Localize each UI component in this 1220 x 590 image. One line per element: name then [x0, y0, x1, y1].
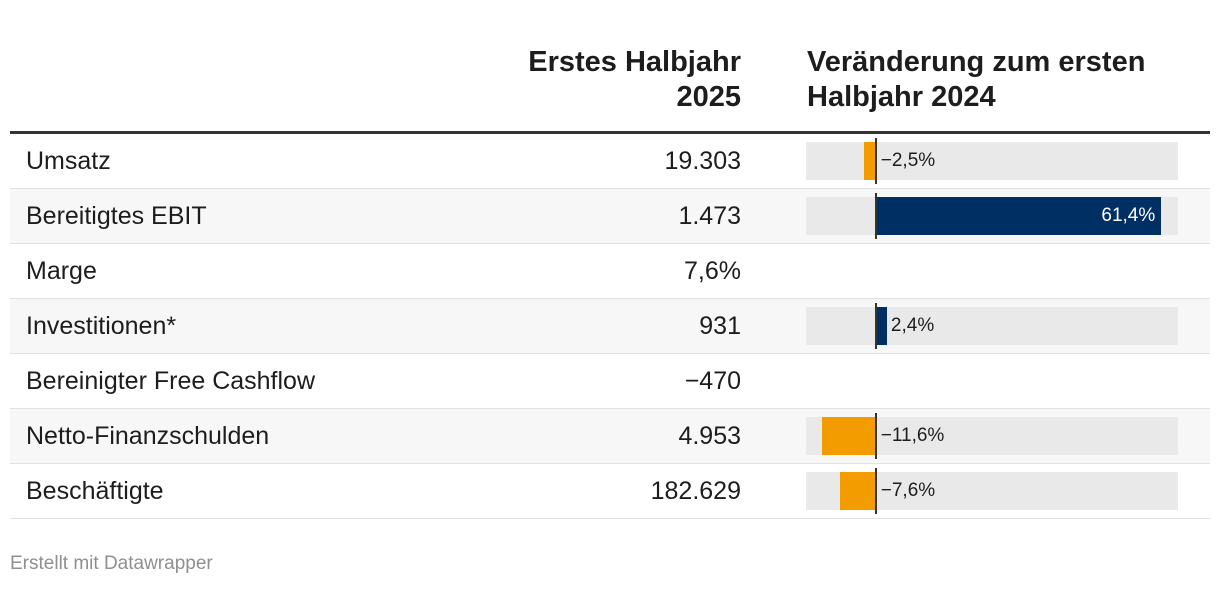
table-header: Erstes Halbjahr 2025 Veränderung zum ers…	[10, 0, 1210, 134]
table-row: Beschäftigte 182.629 −7,6%	[10, 464, 1210, 519]
change-bar-positive	[875, 307, 887, 345]
change-label: −11,6%	[880, 425, 945, 446]
table-row: Netto-Finanzschulden 4.953 −11,6%	[10, 409, 1210, 464]
row-value: 7,6%	[684, 257, 741, 285]
table-row: Bereinigter Free Cashflow −470	[10, 354, 1210, 409]
credit-text[interactable]: Erstellt mit Datawrapper	[10, 553, 213, 574]
value-column-header-line1: Erstes Halbjahr	[528, 46, 741, 78]
row-label: Beschäftigte	[26, 477, 164, 505]
change-column-header-line1: Veränderung zum ersten	[807, 46, 1146, 78]
change-label: −7,6%	[880, 480, 936, 501]
value-column-header-line2: 2025	[676, 81, 741, 113]
row-label: Bereinigter Free Cashflow	[26, 367, 316, 395]
change-bar-track	[806, 142, 1178, 180]
change-column-header-line2: Halbjahr 2024	[807, 81, 996, 113]
zero-line	[874, 193, 877, 239]
value-column-header: Erstes Halbjahr 2025	[441, 45, 741, 115]
row-value: 1.473	[678, 202, 741, 230]
header-divider	[10, 131, 1210, 134]
row-value: 182.629	[650, 477, 741, 505]
change-label: −2,5%	[880, 150, 936, 171]
table-row: Bereitigtes EBIT 1.473 61,4%	[10, 189, 1210, 244]
table-row: Umsatz 19.303 −2,5%	[10, 134, 1210, 189]
row-value: −470	[684, 367, 741, 395]
table-row: Investitionen* 931 2,4%	[10, 299, 1210, 354]
change-bar-cell: −7,6%	[806, 468, 1178, 514]
row-label: Investitionen*	[26, 312, 177, 340]
change-bar-negative	[821, 417, 876, 455]
change-label: 61,4%	[1101, 205, 1156, 226]
zero-line	[874, 138, 877, 184]
row-value: 931	[699, 312, 741, 340]
table-row: Marge 7,6%	[10, 244, 1210, 299]
change-bar-positive	[875, 197, 1162, 235]
zero-line	[874, 468, 877, 514]
zero-line	[874, 303, 877, 349]
table-body: Umsatz 19.303 −2,5% Bereitigtes EBIT 1.473 61…	[10, 134, 1210, 519]
change-bar-cell: 61,4%	[806, 193, 1178, 239]
zero-line	[874, 413, 877, 459]
data-table: Erstes Halbjahr 2025 Veränderung zum ers…	[10, 0, 1210, 519]
change-bar-cell: −11,6%	[806, 413, 1178, 459]
row-value: 19.303	[664, 147, 741, 175]
change-bar-cell: −2,5%	[806, 138, 1178, 184]
row-label: Bereitigtes EBIT	[26, 202, 207, 230]
change-bar-cell: 2,4%	[806, 303, 1178, 349]
change-bar-negative	[840, 472, 876, 510]
row-label: Umsatz	[26, 147, 111, 175]
change-bar-negative	[864, 142, 876, 180]
change-bar-track	[806, 307, 1178, 345]
change-label: 2,4%	[890, 315, 935, 336]
row-value: 4.953	[678, 422, 741, 450]
row-label: Marge	[26, 257, 97, 285]
row-label: Netto-Finanzschulden	[26, 422, 270, 450]
change-column-header: Veränderung zum ersten Halbjahr 2024	[807, 45, 1207, 115]
